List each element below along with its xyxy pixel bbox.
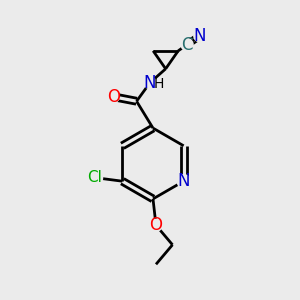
Text: O: O (149, 216, 163, 234)
Text: H: H (154, 77, 164, 91)
Circle shape (150, 219, 162, 231)
Circle shape (87, 170, 103, 185)
Text: Cl: Cl (87, 170, 102, 185)
Text: N: N (194, 27, 206, 45)
Circle shape (181, 39, 193, 51)
Circle shape (107, 91, 119, 103)
Text: O: O (107, 88, 120, 106)
Circle shape (194, 30, 206, 42)
Text: N: N (177, 172, 190, 190)
Text: C: C (181, 36, 193, 54)
Text: N: N (144, 74, 156, 92)
Circle shape (144, 76, 156, 88)
Circle shape (177, 175, 190, 188)
